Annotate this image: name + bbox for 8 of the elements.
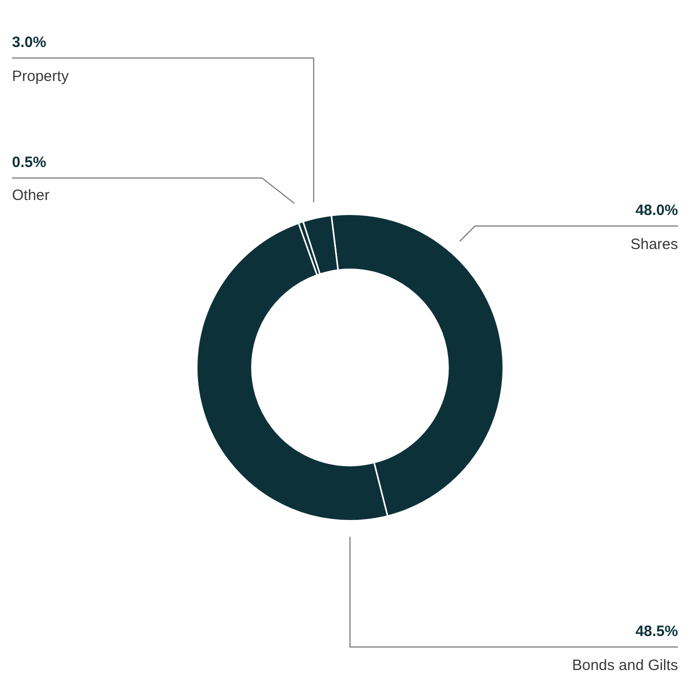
data-label: 48.0%: [635, 202, 678, 219]
data-label: 48.5%: [635, 623, 678, 640]
data-label: 3.0%: [12, 34, 46, 51]
slice-label: Other: [12, 187, 50, 204]
slice-label: Property: [12, 68, 70, 85]
data-label: 0.5%: [12, 154, 46, 171]
slice-label: Shares: [630, 236, 678, 253]
slice-label: Bonds and Gilts: [572, 657, 678, 674]
